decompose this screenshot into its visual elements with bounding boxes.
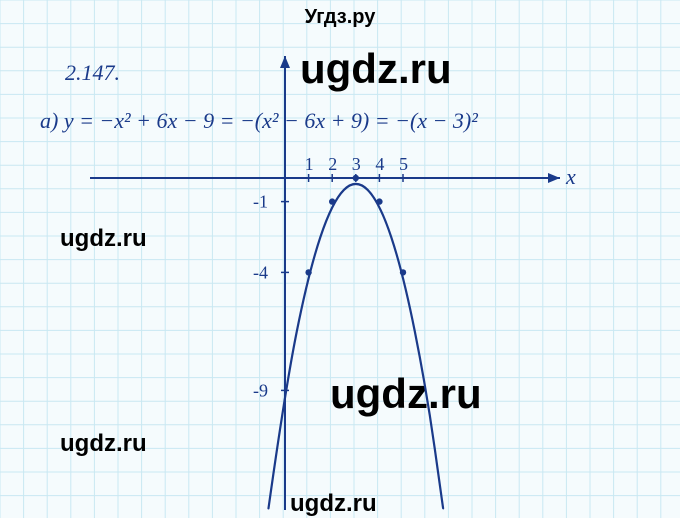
data-point-marker bbox=[329, 198, 335, 204]
data-point-marker bbox=[400, 269, 406, 275]
x-tick-label: 1 bbox=[305, 154, 314, 174]
data-point-marker bbox=[376, 198, 382, 204]
data-point-marker bbox=[353, 175, 359, 181]
x-axis-label: x bbox=[565, 164, 576, 189]
x-tick-label: 4 bbox=[375, 154, 384, 174]
y-tick-label: -1 bbox=[253, 192, 268, 212]
y-tick-label: -9 bbox=[253, 380, 268, 400]
x-tick-label: 3 bbox=[352, 154, 361, 174]
x-axis-arrow bbox=[548, 173, 560, 183]
y-tick-label: -4 bbox=[253, 262, 268, 282]
y-axis-arrow bbox=[280, 56, 290, 68]
parabola-chart: x 12345 -1 -4 -9 bbox=[0, 0, 680, 518]
page-root: Угдз.ру ugdz.ruugdz.ruugdz.ruugdz.ruugdz… bbox=[0, 0, 680, 518]
x-tick-label: 2 bbox=[328, 154, 337, 174]
parabola-curve bbox=[268, 184, 443, 509]
data-point-marker bbox=[305, 269, 311, 275]
x-tick-label: 5 bbox=[399, 154, 408, 174]
